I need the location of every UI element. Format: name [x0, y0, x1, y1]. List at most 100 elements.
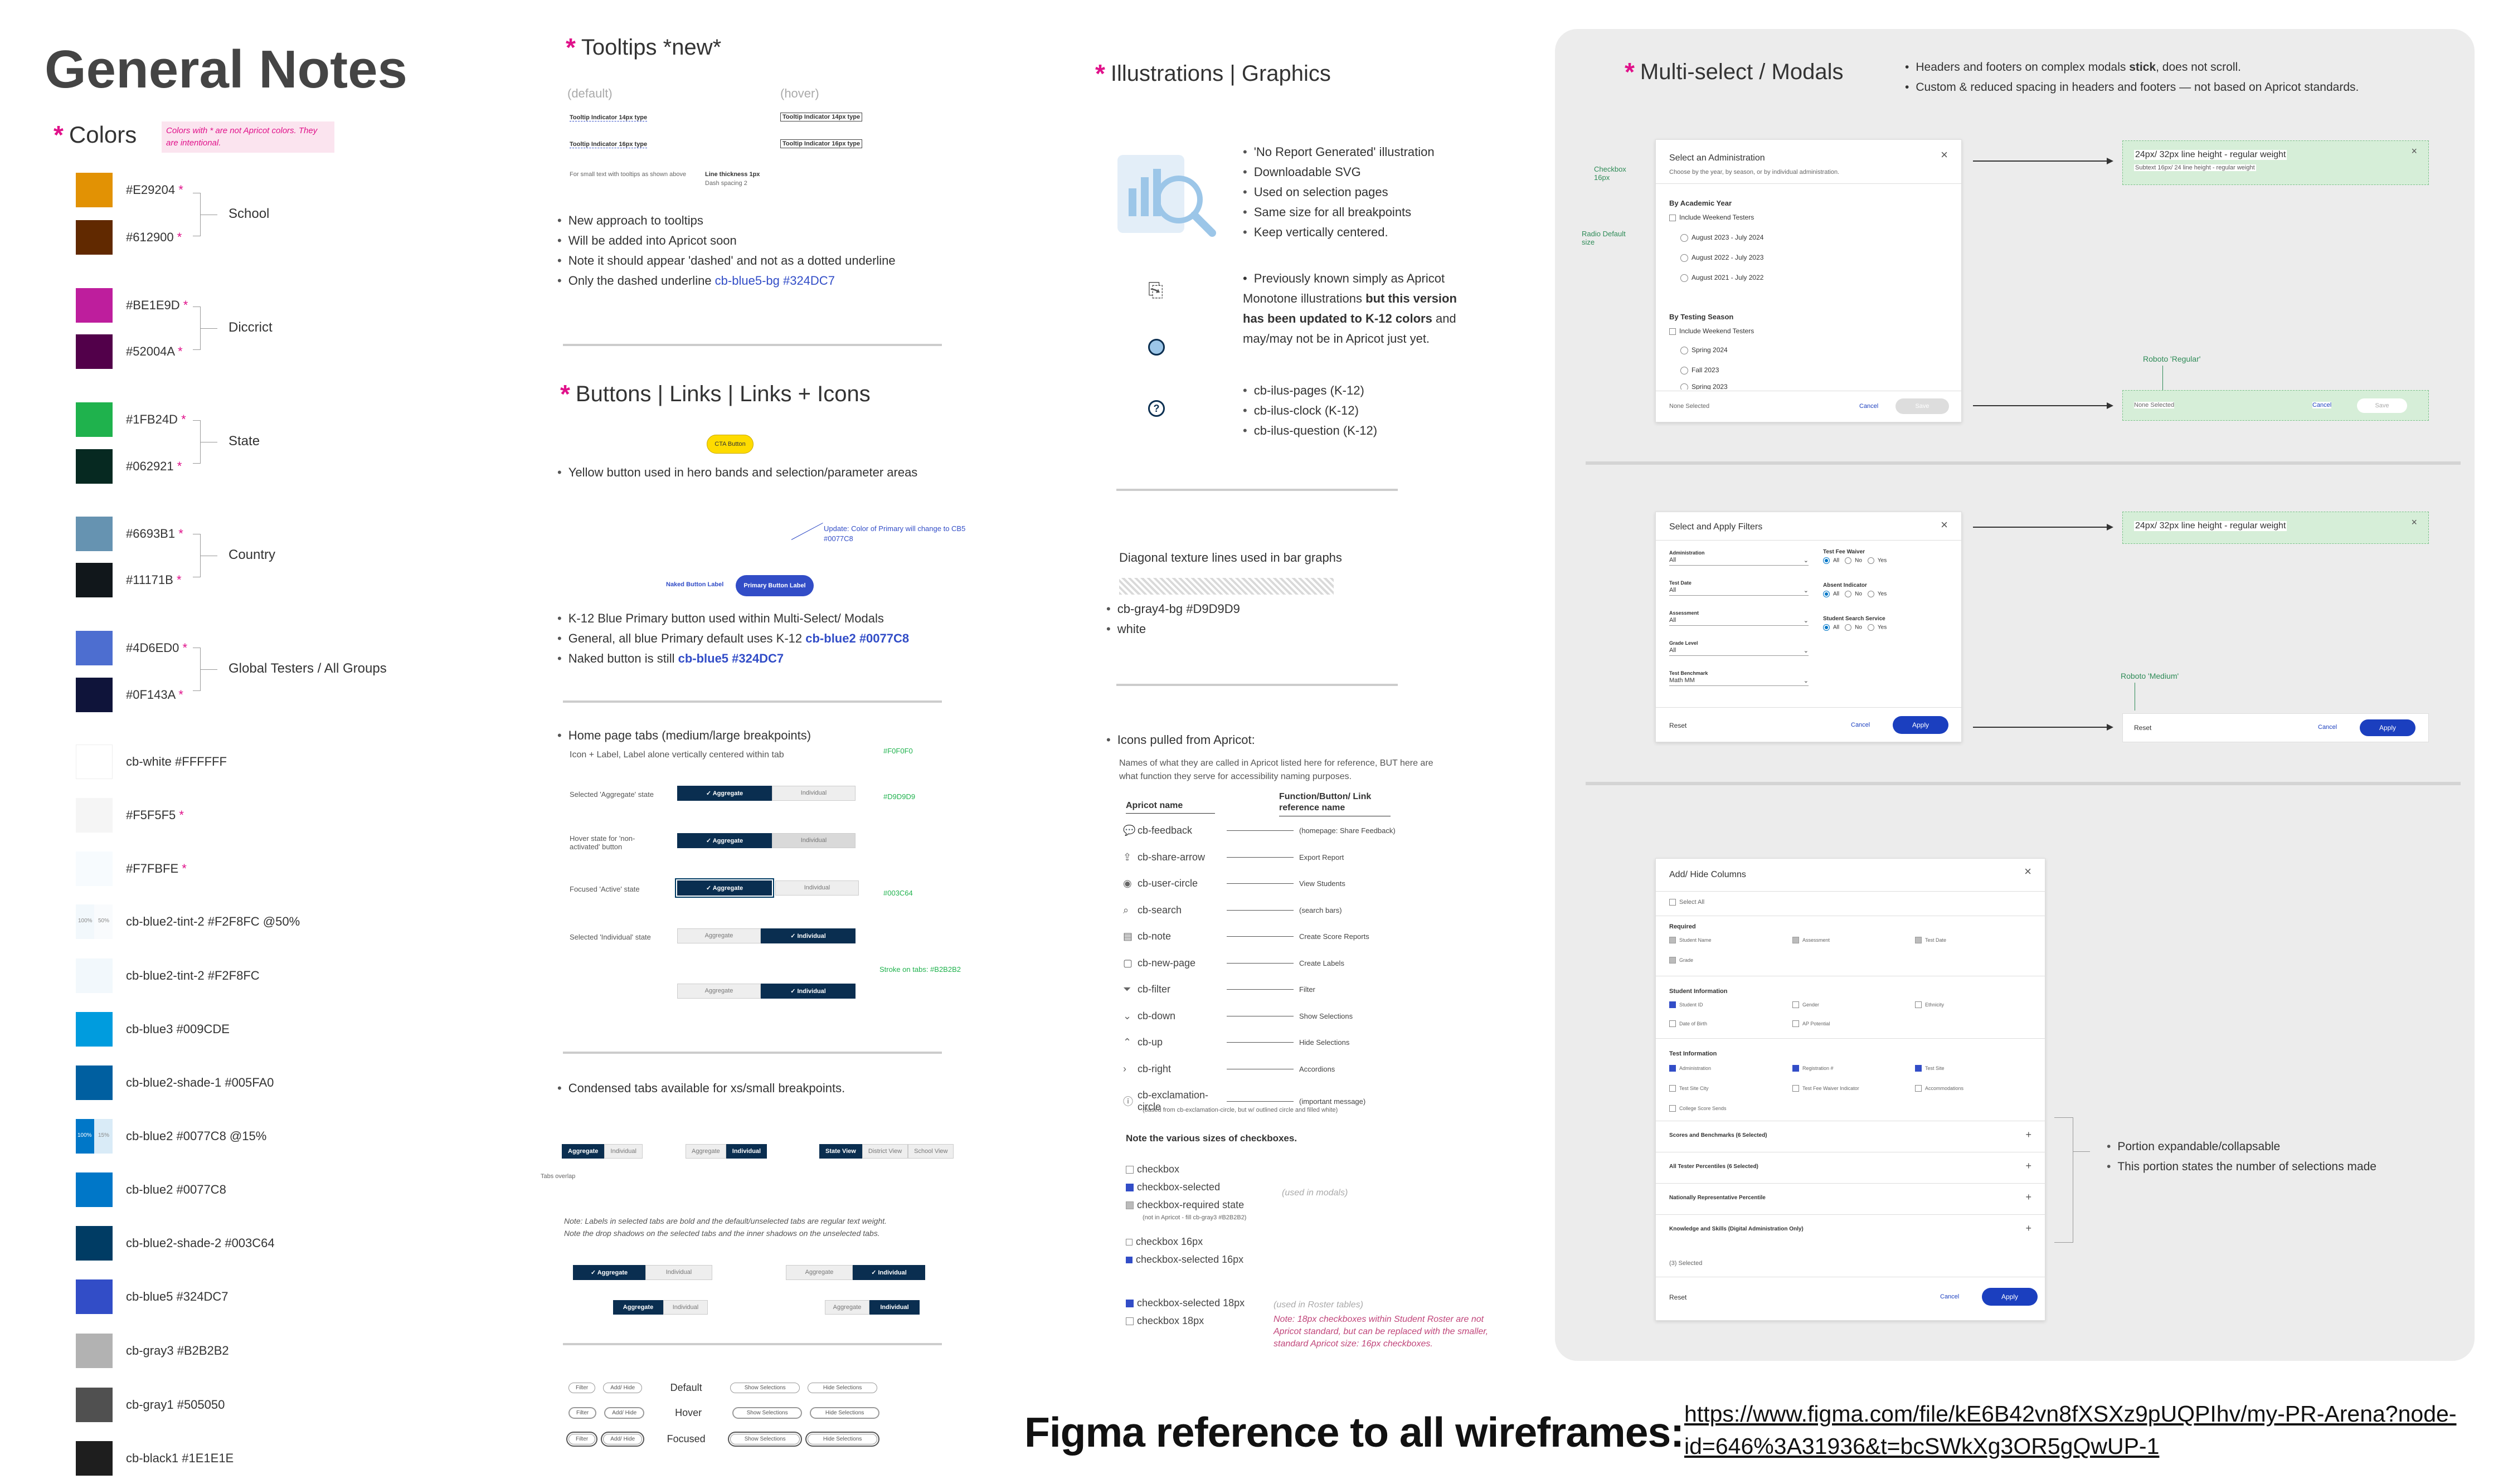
- checkbox[interactable]: [1915, 1085, 1922, 1092]
- radio[interactable]: [1680, 254, 1688, 262]
- checkbox[interactable]: [1126, 1166, 1134, 1174]
- column-checkbox[interactable]: Accommodations: [1915, 1085, 1963, 1092]
- accordion-item[interactable]: Nationally Representative Percentile +: [1656, 1183, 2045, 1214]
- radio[interactable]: [1823, 557, 1830, 564]
- radio[interactable]: [1867, 591, 1874, 597]
- column-checkbox[interactable]: Grade: [1669, 957, 1693, 964]
- radio-option[interactable]: No: [1845, 557, 1862, 564]
- checkbox-16[interactable]: [1126, 1239, 1133, 1246]
- column-checkbox[interactable]: College Score Sends: [1669, 1105, 1727, 1112]
- hide-pill[interactable]: Hide Selections: [808, 1383, 878, 1393]
- checkbox[interactable]: [1792, 1085, 1799, 1092]
- tab-individual[interactable]: Individual: [604, 1144, 643, 1159]
- figma-link-line[interactable]: id=646%3A31936&t=bcSWkXg3OR5gQwUP-1: [1684, 1433, 2160, 1459]
- tab-aggregate[interactable]: Aggregate: [613, 1300, 663, 1315]
- cancel-button[interactable]: Cancel: [1851, 722, 1870, 728]
- show-pill[interactable]: Show Selections: [728, 1432, 803, 1447]
- radio-option[interactable]: Yes: [1867, 624, 1887, 631]
- tab-individual[interactable]: Individual: [726, 1144, 767, 1159]
- checkbox[interactable]: [1669, 899, 1676, 906]
- tab-aggregate[interactable]: Aggregate: [677, 928, 761, 943]
- close-icon[interactable]: ×: [1941, 148, 1948, 162]
- checkbox[interactable]: [1792, 1001, 1799, 1009]
- filter-select[interactable]: Test Benchmark Math MM ⌄: [1669, 670, 1809, 686]
- checkbox-18[interactable]: [1126, 1317, 1134, 1326]
- accordion-item[interactable]: Knowledge and Skills (Digital Administra…: [1656, 1214, 2045, 1245]
- tab-aggregate[interactable]: ✓ Aggregate: [677, 833, 772, 848]
- close-icon[interactable]: ×: [2024, 864, 2031, 878]
- tab-aggregate[interactable]: ✓ Aggregate: [573, 1265, 645, 1280]
- cta-button[interactable]: CTA Button: [707, 435, 754, 454]
- column-checkbox[interactable]: Test Date: [1915, 937, 1946, 944]
- checkbox-18-selected[interactable]: [1126, 1300, 1134, 1308]
- checkbox[interactable]: [1669, 1001, 1676, 1009]
- hide-pill[interactable]: Hide Selections: [810, 1407, 880, 1419]
- apply-button[interactable]: Apply: [1893, 716, 1948, 734]
- season-radio[interactable]: Fall 2023: [1680, 366, 1719, 374]
- tab-school-view[interactable]: School View: [908, 1144, 954, 1159]
- radio-option[interactable]: No: [1845, 624, 1862, 631]
- reset-button[interactable]: Reset: [1669, 1293, 1687, 1301]
- tooltip-hover-16[interactable]: Tooltip Indicator 16px type: [780, 139, 863, 148]
- checkbox-required[interactable]: [1126, 1201, 1134, 1210]
- checkbox-16-selected[interactable]: [1126, 1257, 1133, 1264]
- primary-button[interactable]: Primary Button Label: [736, 575, 814, 596]
- save-button[interactable]: Save: [1895, 398, 1949, 414]
- radio[interactable]: [1823, 591, 1830, 597]
- checkbox[interactable]: [1915, 1065, 1922, 1072]
- checkbox-selected[interactable]: [1126, 1184, 1134, 1192]
- radio-option[interactable]: Yes: [1867, 557, 1887, 564]
- cancel-button[interactable]: Cancel: [1859, 403, 1879, 410]
- checkbox[interactable]: [1792, 937, 1799, 944]
- checkbox[interactable]: [1669, 214, 1676, 221]
- checkbox[interactable]: [1792, 1020, 1799, 1028]
- addhide-pill[interactable]: Add/ Hide: [603, 1383, 643, 1393]
- checkbox[interactable]: [1669, 957, 1676, 964]
- radio[interactable]: [1867, 624, 1874, 631]
- column-checkbox[interactable]: Date of Birth: [1669, 1020, 1707, 1028]
- tab-individual[interactable]: Individual: [772, 833, 856, 848]
- column-checkbox[interactable]: Student ID: [1669, 1001, 1703, 1009]
- addhide-pill[interactable]: Add/ Hide: [604, 1407, 645, 1419]
- tab-individual[interactable]: ✓ Individual: [853, 1265, 925, 1280]
- filter-select[interactable]: Assessment All ⌄: [1669, 610, 1809, 626]
- tab-individual[interactable]: ✓ Individual: [761, 984, 856, 999]
- tab-aggregate[interactable]: ✓ Aggregate: [675, 878, 774, 898]
- cancel-button[interactable]: Cancel: [1940, 1293, 1960, 1300]
- radio-option[interactable]: All: [1823, 591, 1839, 597]
- filter-pill[interactable]: Filter: [566, 1432, 598, 1447]
- apply-button[interactable]: Apply: [1982, 1288, 2038, 1306]
- radio[interactable]: [1845, 557, 1852, 564]
- checkbox[interactable]: [1669, 1020, 1676, 1028]
- show-pill[interactable]: Show Selections: [732, 1407, 803, 1419]
- tab-individual[interactable]: Individual: [772, 786, 856, 801]
- tab-individual[interactable]: ✓ Individual: [761, 928, 856, 943]
- checkbox[interactable]: [1669, 937, 1676, 944]
- tab-individual[interactable]: Individual: [645, 1265, 712, 1280]
- year-radio[interactable]: August 2022 - July 2023: [1680, 254, 1763, 262]
- tab-aggregate[interactable]: Aggregate: [677, 984, 761, 999]
- filter-select[interactable]: Grade Level All ⌄: [1669, 640, 1809, 656]
- column-checkbox[interactable]: Test Fee Waiver Indicator: [1792, 1085, 1859, 1092]
- radio[interactable]: [1823, 624, 1830, 631]
- figma-link-line[interactable]: https://www.figma.com/file/kE6B42vn8fXSX…: [1684, 1401, 2457, 1427]
- column-checkbox[interactable]: Test Site City: [1669, 1085, 1709, 1092]
- checkbox[interactable]: [1915, 937, 1922, 944]
- tab-aggregate[interactable]: Aggregate: [825, 1300, 869, 1315]
- naked-button[interactable]: Naked Button Label: [666, 581, 724, 588]
- column-checkbox[interactable]: Test Site: [1915, 1065, 1945, 1072]
- radio-option[interactable]: All: [1823, 557, 1839, 564]
- radio[interactable]: [1845, 591, 1852, 597]
- filter-pill[interactable]: Filter: [568, 1383, 596, 1393]
- accordion-item[interactable]: All Tester Percentiles (6 Selected) +: [1656, 1152, 2045, 1183]
- tab-aggregate[interactable]: Aggregate: [562, 1144, 605, 1159]
- column-checkbox[interactable]: Administration: [1669, 1065, 1711, 1072]
- hide-pill[interactable]: Hide Selections: [805, 1432, 880, 1447]
- radio[interactable]: [1680, 346, 1688, 354]
- accordion-item[interactable]: Scores and Benchmarks (6 Selected) +: [1656, 1121, 2045, 1152]
- close-icon[interactable]: ×: [1941, 518, 1948, 532]
- tooltip-hover-14[interactable]: Tooltip Indicator 14px type: [780, 113, 863, 121]
- filter-pill[interactable]: Filter: [568, 1407, 597, 1419]
- checkbox[interactable]: [1669, 1105, 1676, 1112]
- filter-select[interactable]: Administration All ⌄: [1669, 550, 1809, 566]
